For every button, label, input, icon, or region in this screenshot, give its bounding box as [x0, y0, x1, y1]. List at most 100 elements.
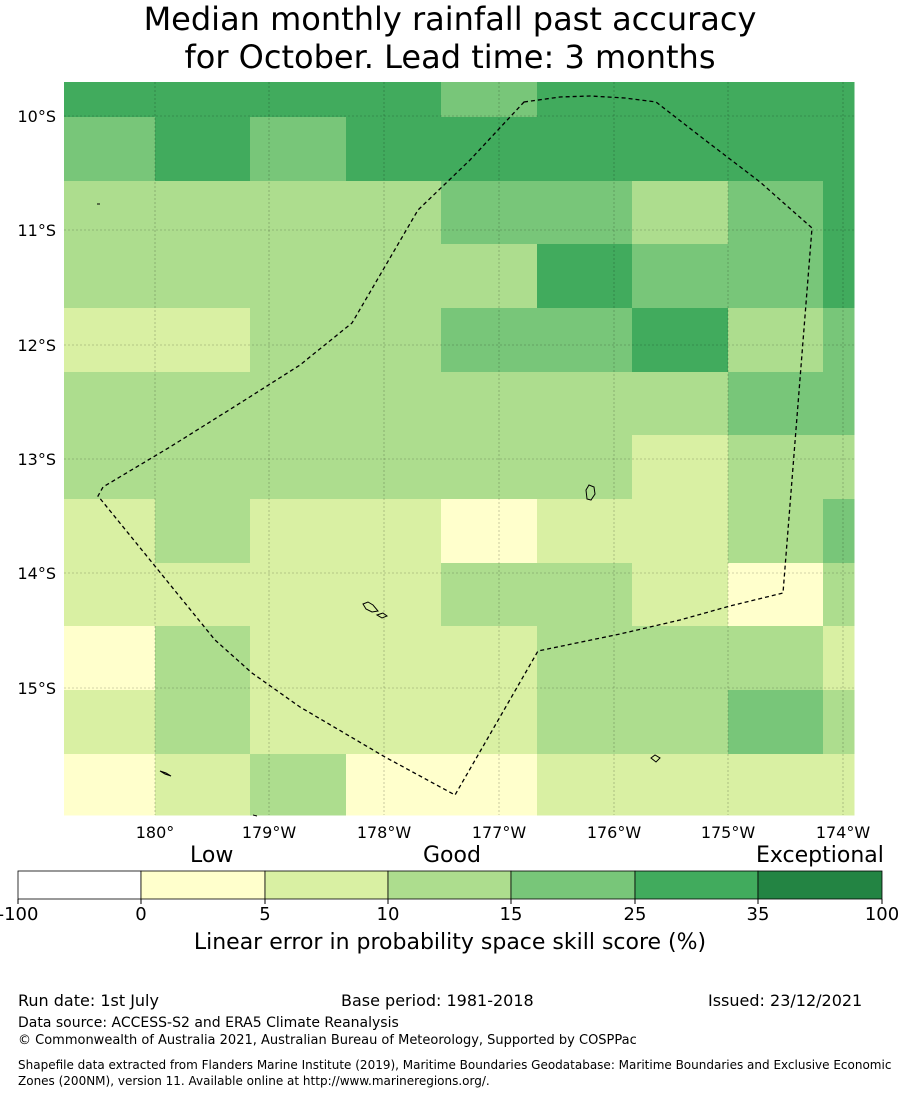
- grid-cell: [64, 754, 156, 816]
- grid-cell: [823, 181, 855, 245]
- grid-cell: [537, 244, 633, 309]
- grid-cell: [728, 626, 824, 691]
- grid-cell: [346, 626, 442, 691]
- grid-cell: [632, 181, 729, 245]
- grid-cell: [441, 499, 538, 564]
- grid-cell: [441, 117, 538, 182]
- colorbar-tick-label: 10: [377, 904, 400, 925]
- latitude-label: 14°S: [17, 564, 56, 583]
- eez-boundary: [97, 95, 813, 796]
- shapefile-credit: Shapefile data extracted from Flanders M…: [18, 1058, 892, 1088]
- grid-cell: [823, 563, 855, 627]
- islands: [97, 203, 661, 817]
- grid-cell: [632, 372, 729, 436]
- colorbar-segment: [387, 870, 512, 900]
- grid-cell: [728, 308, 824, 373]
- grid-cell: [441, 754, 538, 816]
- grid-cell: [250, 244, 347, 309]
- grid-cell: [656, 82, 729, 118]
- grid-cell: [537, 499, 633, 564]
- grid-cell: [155, 563, 251, 627]
- colorbar-ticks: -100 0 5 10 15 25 35 100: [0, 899, 899, 925]
- colorbar-segment: [757, 870, 883, 900]
- issued-date: Issued: 23/12/2021: [708, 991, 863, 1010]
- grid-cell: [250, 181, 347, 245]
- grid-cell: [823, 499, 855, 564]
- grid-cell: [728, 690, 824, 755]
- grid-cell: [64, 82, 156, 118]
- grid-cell: [250, 308, 347, 373]
- grid-cell: [384, 82, 442, 118]
- grid-cell: [346, 117, 442, 182]
- grid-cell: [823, 435, 855, 500]
- island-dot-south: [252, 814, 258, 817]
- grid-cell: [346, 499, 442, 564]
- grid-cell: [632, 117, 729, 182]
- longitude-labels: 180° 179°W 178°W 177°W 176°W 175°W 174°W: [136, 823, 871, 842]
- grid-cell: [155, 244, 251, 309]
- grid-cell: [537, 372, 633, 436]
- grid-cell: [728, 499, 824, 564]
- island-aunuu: [375, 612, 389, 619]
- latitude-label: 12°S: [17, 336, 56, 355]
- grid-cell: [823, 117, 855, 182]
- grid-cell: [155, 82, 270, 118]
- grid-cell: [537, 563, 633, 627]
- level-low-label: Low: [190, 843, 234, 868]
- latitude-label: 11°S: [17, 221, 56, 240]
- latitude-label: 10°S: [17, 107, 56, 126]
- grid-cell: [155, 499, 251, 564]
- latitude-labels: 10°S 11°S 12°S 13°S 14°S 15°S: [17, 107, 56, 698]
- colorbar-title: Linear error in probability space skill …: [193, 930, 707, 955]
- colorbar-tick-label: 5: [259, 904, 270, 925]
- grid-cell: [537, 117, 633, 182]
- grid-cell: [346, 244, 442, 309]
- latitude-label: 15°S: [17, 679, 56, 698]
- grid-cell: [441, 181, 538, 245]
- longitude-label: 174°W: [816, 823, 871, 842]
- grid-cell: [250, 690, 347, 755]
- grid-cell: [632, 754, 729, 816]
- grid-cell: [823, 690, 855, 755]
- grid-cell: [155, 690, 251, 755]
- grid-cell: [728, 82, 855, 118]
- grid-cell: [250, 499, 347, 564]
- grid-cell: [632, 308, 729, 373]
- grid-cell: [155, 117, 251, 182]
- grid-cell: [269, 82, 385, 118]
- grid-cell: [728, 754, 824, 816]
- grid-cell: [250, 626, 347, 691]
- grid-cell: [64, 499, 156, 564]
- grid-cell: [155, 754, 251, 816]
- grid-cell: [64, 690, 156, 755]
- grid-cell: [64, 181, 156, 245]
- grid-cell: [728, 181, 824, 245]
- colorbar-tick-label: -100: [0, 904, 38, 925]
- grid-cell: [728, 435, 824, 500]
- grid-cell: [441, 626, 538, 691]
- colorbar-tick-label: 25: [624, 904, 647, 925]
- grid-cell: [155, 372, 251, 436]
- skill-map: 10°S11°S12°S13°S14°S15°S 180° 179°W 178°W 1…: [0, 82, 899, 925]
- grid-cell: [728, 372, 824, 436]
- data-source: Data source: ACCESS-S2 and ERA5 Climate …: [18, 1015, 399, 1031]
- longitude-label: 178°W: [357, 823, 412, 842]
- colorbar-segment: [17, 870, 142, 900]
- grid-cell: [346, 308, 442, 373]
- longitude-label: 176°W: [587, 823, 642, 842]
- island-ta-u: [585, 484, 596, 501]
- grid-cell: [346, 181, 442, 245]
- colorbar-segment: [634, 870, 759, 900]
- grid-cell: [346, 435, 442, 500]
- grid-cell: [64, 244, 156, 309]
- grid-cell: [632, 690, 729, 755]
- grid-cell: [537, 308, 633, 373]
- grid-cell: [64, 372, 156, 436]
- grid-cell: [250, 563, 347, 627]
- colorbar-tick-label: 35: [747, 904, 770, 925]
- colorbar: [17, 870, 883, 900]
- grid-cell: [537, 626, 633, 691]
- grid-cell: [441, 435, 538, 500]
- longitude-label: 177°W: [472, 823, 527, 842]
- level-good-label: Good: [423, 843, 481, 868]
